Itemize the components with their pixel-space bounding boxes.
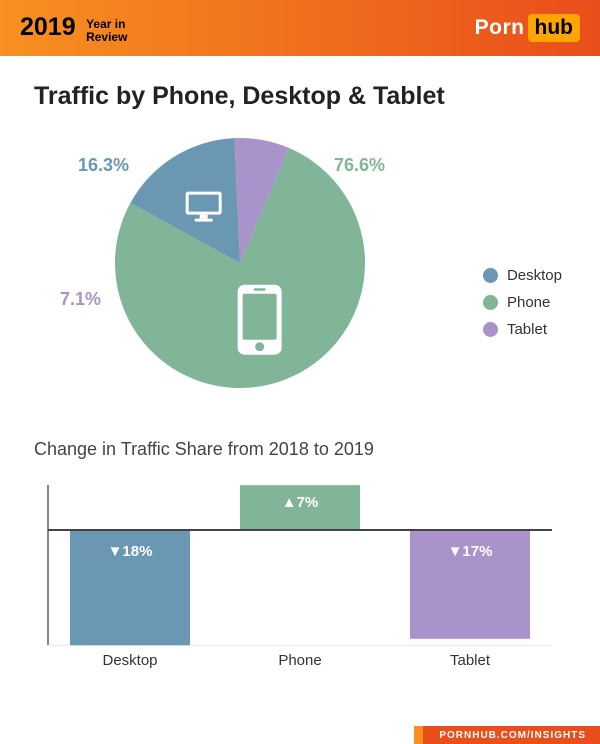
subheading: Change in Traffic Share from 2018 to 201…: [34, 439, 566, 460]
bar-value-phone: ▲7%: [282, 494, 319, 511]
header: 2019 Year in Review Porn hub: [0, 0, 600, 56]
pie-chart: [110, 133, 370, 393]
pie-wrap: [110, 133, 370, 393]
bar-value-desktop: ▼18%: [108, 543, 153, 560]
legend-dot-tablet: [483, 322, 498, 337]
header-year-block: 2019 Year in Review: [20, 13, 127, 43]
footer: PORNHUB.COM/INSIGHTS: [0, 726, 600, 744]
bar-axis-label-phone: Phone: [278, 652, 321, 669]
pie-label-phone: 76.6%: [334, 155, 385, 176]
legend-label: Tablet: [507, 321, 547, 338]
pie-chart-block: 16.3% 76.6% 7.1% Desktop Phone Tablet: [34, 133, 566, 433]
bar-axis-label-tablet: Tablet: [450, 652, 491, 669]
logo-right: hub: [528, 14, 580, 42]
pie-label-tablet: 7.1%: [60, 289, 101, 310]
bar-value-tablet: ▼17%: [448, 543, 493, 560]
pie-legend: Desktop Phone Tablet: [483, 267, 562, 348]
pie-label-desktop: 16.3%: [78, 155, 129, 176]
change-bar-chart: ▼18% Desktop ▲7% Phone ▼17% Tablet: [40, 480, 560, 670]
header-caption: Year in Review: [86, 18, 127, 43]
header-year: 2019: [20, 13, 76, 41]
legend-label: Phone: [507, 294, 550, 311]
logo-left: Porn: [475, 16, 525, 40]
legend-dot-phone: [483, 295, 498, 310]
footer-text: PORNHUB.COM/INSIGHTS: [439, 730, 586, 741]
phone-icon: [238, 285, 282, 355]
legend-label: Desktop: [507, 267, 562, 284]
footer-bar: PORNHUB.COM/INSIGHTS: [414, 726, 600, 744]
bar-axis-label-desktop: Desktop: [102, 652, 157, 669]
brand-logo: Porn hub: [475, 14, 580, 42]
legend-item-desktop: Desktop: [483, 267, 562, 284]
page-title: Traffic by Phone, Desktop & Tablet: [34, 82, 566, 111]
legend-dot-desktop: [483, 268, 498, 283]
legend-item-tablet: Tablet: [483, 321, 562, 338]
legend-item-phone: Phone: [483, 294, 562, 311]
content: Traffic by Phone, Desktop & Tablet 16.3%…: [0, 56, 600, 670]
